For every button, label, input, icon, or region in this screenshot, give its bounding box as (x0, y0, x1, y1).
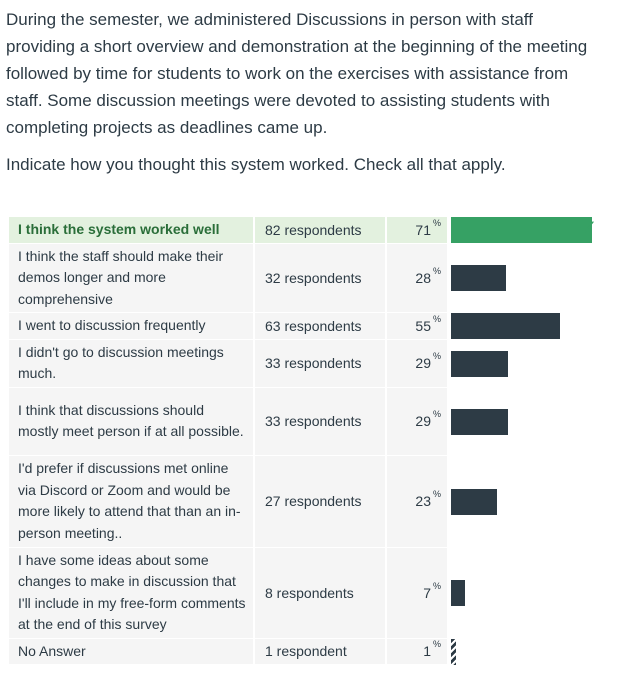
answer-bar-cell (447, 387, 601, 456)
answer-row: I went to discussion frequently 63 respon… (9, 313, 601, 340)
percent-sign: % (432, 639, 441, 650)
answer-results-table: I think the system worked well 82 respond… (9, 217, 601, 665)
answer-percent-cell: 28% (385, 243, 447, 313)
percent-sign: % (432, 580, 441, 591)
answer-row: I think the staff should make their demo… (9, 243, 601, 313)
answer-text: I didn't go to discussion meetings much. (9, 339, 253, 388)
answer-bar-cell (447, 638, 601, 665)
answer-percent: 23 (415, 493, 431, 509)
answer-percent-cell: 29% (385, 387, 447, 456)
answer-percent-cell: 71% (385, 217, 447, 244)
answer-percent: 29 (415, 355, 431, 371)
answer-bar (451, 638, 456, 665)
answer-percent: 29 (415, 413, 431, 429)
answer-text: I have some ideas about some changes to … (9, 547, 253, 639)
answer-percent-cell: 55% (385, 313, 447, 340)
check-icon (580, 221, 594, 233)
answer-bar (451, 408, 508, 435)
answer-row: I didn't go to discussion meetings much.… (9, 339, 601, 388)
answer-respondent-count: 33 respondents (253, 387, 385, 456)
answer-bar-cell (447, 339, 601, 388)
answer-row: I'd prefer if discussions met online via… (9, 455, 601, 548)
answer-bar (451, 488, 497, 515)
answer-bar-cell (447, 217, 601, 244)
answer-text: I think the staff should make their demo… (9, 243, 253, 313)
answer-bar-cell (447, 243, 601, 313)
percent-sign: % (432, 409, 441, 419)
percent-sign: % (432, 351, 441, 361)
answer-bar-cell (447, 313, 601, 340)
answer-bar (451, 313, 560, 340)
answer-percent-cell: 7% (385, 547, 447, 639)
question-block: During the semester, we administered Dis… (6, 6, 606, 178)
answer-respondent-count: 32 respondents (253, 243, 385, 313)
answer-row: No Answer 1 respondent 1% (9, 638, 601, 665)
answer-percent: 1 (423, 643, 431, 660)
answer-text: I'd prefer if discussions met online via… (9, 455, 253, 548)
answer-text: I think that discussions should mostly m… (9, 387, 253, 456)
percent-sign: % (432, 217, 441, 228)
answer-percent: 55 (415, 317, 431, 334)
answer-row: I think the system worked well 82 respond… (9, 217, 601, 244)
answer-row: I have some ideas about some changes to … (9, 547, 601, 639)
answer-respondent-count: 27 respondents (253, 455, 385, 548)
percent-sign: % (432, 313, 441, 324)
answer-percent: 71 (415, 221, 431, 238)
answer-bar-cell (447, 455, 601, 548)
answer-respondent-count: 63 respondents (253, 313, 385, 340)
answer-bar-cell (447, 547, 601, 639)
answer-percent: 7 (423, 584, 431, 601)
answer-bar (451, 265, 506, 292)
answer-text: I went to discussion frequently (9, 313, 253, 340)
answer-respondent-count: 1 respondent (253, 638, 385, 665)
percent-sign: % (432, 489, 441, 499)
question-prompt: Indicate how you thought this system wor… (6, 155, 506, 174)
percent-sign: % (432, 265, 441, 276)
answer-respondent-count: 8 respondents (253, 547, 385, 639)
question-text: During the semester, we administered Dis… (6, 10, 588, 137)
answer-respondent-count: 33 respondents (253, 339, 385, 388)
answer-row: I think that discussions should mostly m… (9, 387, 601, 456)
answer-percent-cell: 1% (385, 638, 447, 665)
answer-bar (451, 580, 465, 606)
answer-bar (451, 350, 508, 377)
answer-respondent-count: 82 respondents (253, 217, 385, 244)
answer-results-body: I think the system worked well 82 respond… (9, 217, 601, 665)
answer-bar (451, 217, 592, 244)
answer-percent: 28 (415, 269, 431, 286)
answer-text: No Answer (9, 638, 253, 665)
answer-percent-cell: 23% (385, 455, 447, 548)
answer-text: I think the system worked well (9, 217, 253, 244)
answer-percent-cell: 29% (385, 339, 447, 388)
